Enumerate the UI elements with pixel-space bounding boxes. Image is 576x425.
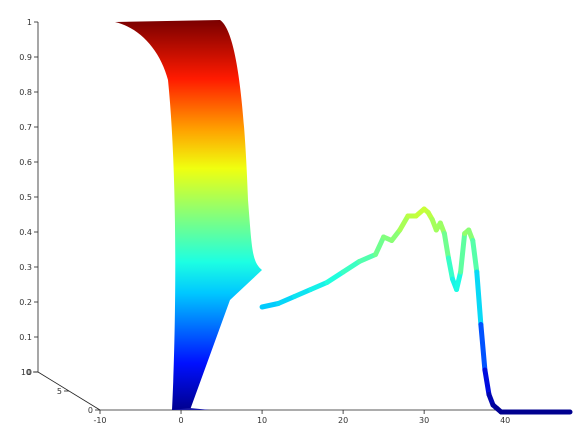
z-tick-label: 0.2 [19,298,32,307]
surface-group [100,20,262,410]
x-tick-label: -10 [93,416,106,425]
ridge-segment [478,322,488,373]
ridge-segment [275,294,297,306]
surface-wall [115,20,262,410]
y-axis-ticks: 0 5 10 [21,368,100,415]
ridge-segment [259,301,281,310]
ridge-segment [441,231,451,261]
ridge-segment [482,367,492,397]
ridge-segment [291,287,314,299]
ridge-segment [356,252,379,264]
y-tick-label: 10 [21,368,31,377]
ridge-segment [397,213,411,233]
ridge-segment [454,269,464,292]
z-tick-label: 0.1 [19,333,32,342]
ridge-segment [458,231,468,275]
x-tick-label: 40 [500,416,510,425]
z-axis-ticks: 0 0.1 0.2 0.3 0.4 0.5 0.6 0.7 0.8 0.9 1 [19,18,38,377]
z-tick-label: 0 [27,368,32,377]
z-tick-label: 0.6 [19,158,32,167]
x-tick-label: 0 [178,416,183,425]
ridge-segment [340,259,362,275]
x-tick-label: 10 [257,416,267,425]
ridge-segment [470,238,480,275]
axes-group [37,22,570,411]
z-tick-label: 0.5 [19,193,32,202]
ridge-segment [308,280,330,292]
ridge-segment [445,255,455,282]
surface-base [100,408,210,410]
y-tick-label: 5 [57,387,62,396]
ridge-line-group [259,206,573,415]
x-tick-label: 30 [419,416,429,425]
z-tick-label: 0.7 [19,123,32,132]
ridge-segment [373,234,387,257]
z-tick-label: 0.3 [19,263,32,272]
z-tick-label: 1 [27,18,32,27]
z-tick-label: 0.8 [19,88,32,97]
ridge-segment [474,269,484,327]
z-tick-label: 0.4 [19,228,32,237]
y-tick-label: 0 [88,406,93,415]
x-axis-ticks: -10 0 10 20 30 40 [93,410,510,425]
x-tick-label: 20 [338,416,348,425]
z-tick-label: 0.9 [19,53,32,62]
ridge-segment [324,269,346,285]
